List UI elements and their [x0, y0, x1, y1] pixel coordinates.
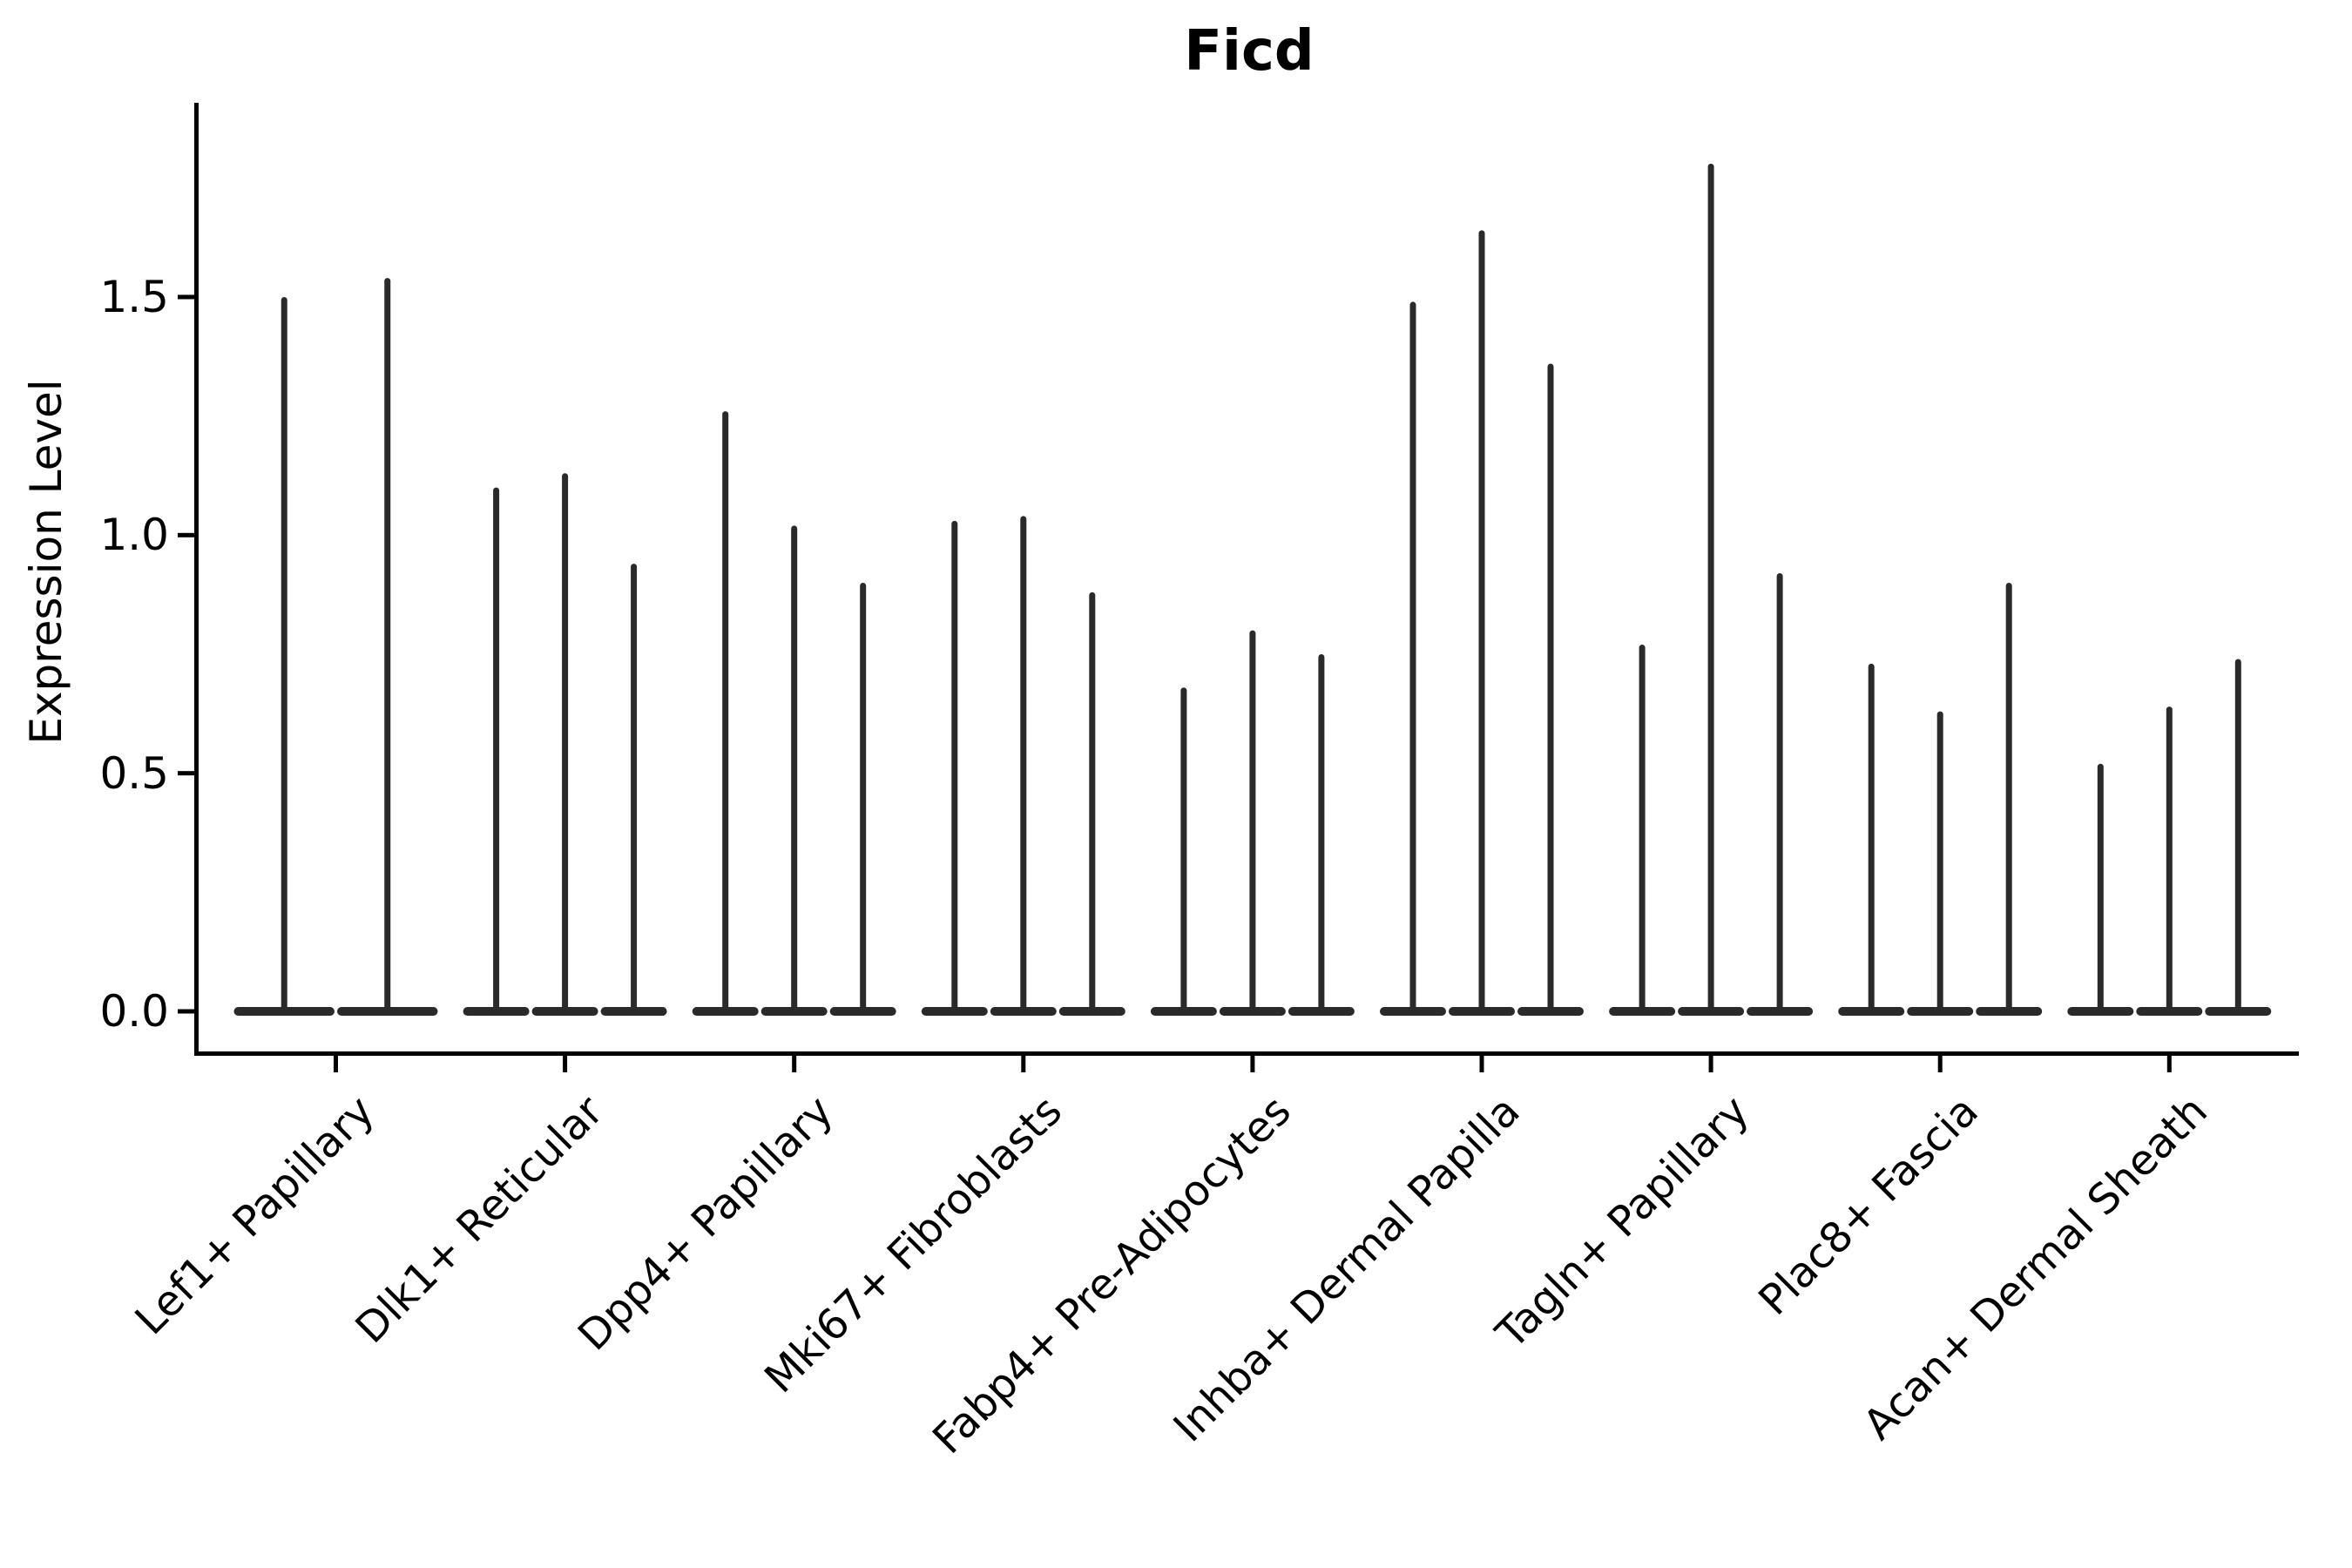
y-tick-label: 1.5	[99, 271, 169, 322]
y-tick-label: 1.0	[99, 510, 169, 561]
violin-base	[1150, 1007, 1217, 1016]
violin-base	[1907, 1007, 1974, 1016]
violin-needle	[1318, 653, 1325, 1011]
violin-base	[1219, 1007, 1286, 1016]
violin-needle	[2097, 763, 2104, 1011]
x-tick-mark	[1708, 1056, 1713, 1072]
violin-needle	[1868, 663, 1875, 1011]
violin-base	[1449, 1007, 1515, 1016]
violin-base	[1609, 1007, 1676, 1016]
chart-title: Ficd	[1184, 19, 1315, 84]
y-tick-label: 0.0	[99, 986, 169, 1037]
violin-base	[1517, 1007, 1584, 1016]
x-tick-mark	[563, 1056, 568, 1072]
violin-base	[463, 1007, 530, 1016]
violin-needle	[1180, 687, 1187, 1011]
violin-base	[2067, 1007, 2134, 1016]
violin-needle	[631, 564, 638, 1011]
violin-needle	[1639, 645, 1646, 1011]
violin-needle	[1409, 301, 1416, 1011]
violin-needle	[1936, 711, 1943, 1011]
violin-needle	[384, 278, 391, 1011]
violin-base	[1838, 1007, 1905, 1016]
y-tick-label: 0.5	[99, 747, 169, 799]
violin-base	[1747, 1007, 1814, 1016]
y-tick-mark	[178, 532, 194, 537]
x-tick-mark	[1021, 1056, 1026, 1072]
violin-needle	[860, 582, 867, 1011]
x-tick-mark	[792, 1056, 797, 1072]
violin-needle	[1020, 516, 1027, 1011]
violin-base	[2136, 1007, 2203, 1016]
violin-base	[531, 1007, 598, 1016]
violin-needle	[2234, 659, 2241, 1011]
x-tick-mark	[1937, 1056, 1943, 1072]
x-tick-mark	[334, 1056, 338, 1072]
violin-base	[1058, 1007, 1125, 1016]
violin-base	[1380, 1007, 1446, 1016]
violin-needle	[1478, 230, 1485, 1011]
violin-needle	[1776, 573, 1783, 1011]
violin-base	[1678, 1007, 1745, 1016]
violin-needle	[280, 296, 287, 1011]
violin-needle	[2166, 706, 2173, 1011]
violin-needle	[2005, 582, 2012, 1011]
y-axis-spine	[194, 103, 199, 1056]
violin-base	[1288, 1007, 1355, 1016]
violin-needle	[722, 411, 729, 1012]
y-tick-mark	[178, 771, 194, 776]
violin-base	[1976, 1007, 2043, 1016]
violin-needle	[493, 487, 500, 1011]
violin-base	[337, 1007, 438, 1016]
violin-needle	[1547, 363, 1554, 1011]
violin-needle	[1089, 591, 1096, 1011]
violin-base	[921, 1007, 988, 1016]
x-tick-mark	[1250, 1056, 1255, 1072]
y-tick-mark	[178, 294, 194, 300]
violin-needle	[791, 525, 798, 1011]
violin-needle	[1707, 163, 1714, 1011]
violin-base	[760, 1007, 828, 1016]
x-axis-spine	[194, 1051, 2299, 1056]
x-tick-mark	[1479, 1056, 1484, 1072]
violin-base	[233, 1007, 335, 1016]
violin-base	[829, 1007, 896, 1016]
x-tick-mark	[2166, 1056, 2172, 1072]
violin-needle	[562, 473, 569, 1011]
violin-base	[990, 1007, 1057, 1016]
violin-needle	[1249, 630, 1256, 1011]
violin-base	[600, 1007, 667, 1016]
violin-base	[2205, 1007, 2272, 1016]
y-tick-mark	[178, 1009, 194, 1014]
violin-needle	[951, 520, 958, 1011]
violin-base	[692, 1007, 759, 1016]
